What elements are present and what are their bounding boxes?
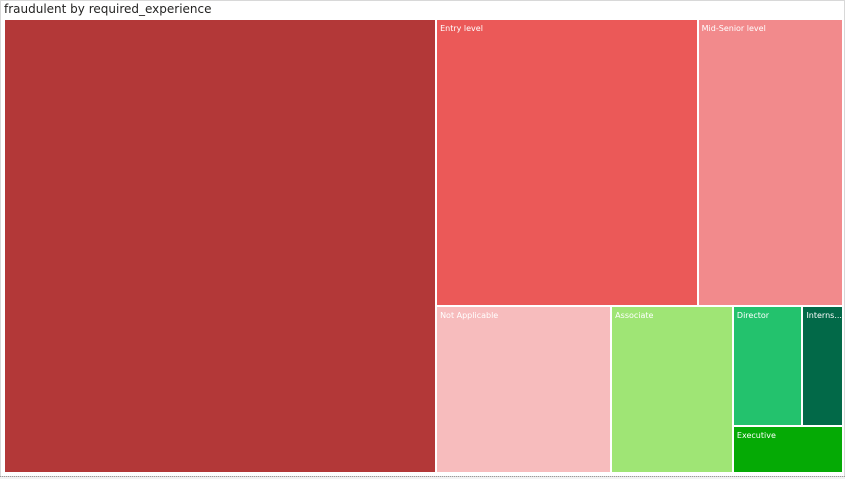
treemap-tile[interactable]: Associate	[611, 306, 733, 473]
treemap-tile[interactable]: Entry level	[436, 19, 698, 307]
resize-border	[0, 476, 845, 477]
treemap-plot-area: Entry level Mid-Senior level Not Applicabl…	[4, 19, 843, 473]
treemap-tile[interactable]: Interns...	[802, 306, 843, 427]
tile-label: Executive	[736, 431, 776, 441]
tile-label: Not Applicable	[440, 311, 499, 321]
treemap-tile[interactable]: Not Applicable	[436, 306, 612, 473]
tile-label: Director	[736, 311, 770, 321]
tile-label: Mid-Senior level	[701, 24, 766, 33]
tile-label: Interns...	[806, 311, 842, 321]
treemap-tile[interactable]: Mid-Senior level	[697, 19, 843, 307]
tile-label: Associate	[615, 311, 654, 321]
treemap-tile[interactable]: Executive	[732, 426, 843, 473]
treemap-tile[interactable]	[4, 19, 437, 473]
visual-title: fraudulent by required_experience	[4, 2, 212, 16]
tile-label: Entry level	[440, 24, 483, 33]
treemap-tile[interactable]: Director	[732, 306, 803, 427]
